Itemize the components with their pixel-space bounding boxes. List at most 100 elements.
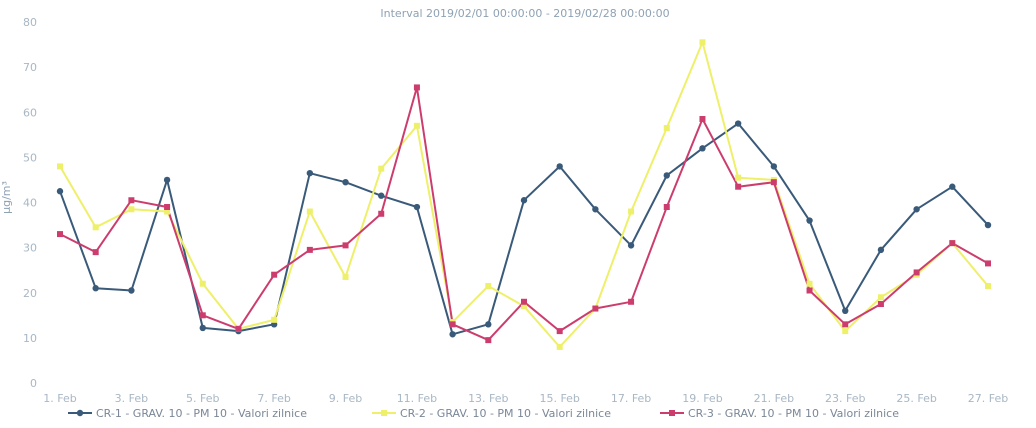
data-point [92,249,99,256]
legend-label: CR-1 - GRAV. 10 - PM 10 - Valori zilnice [96,407,307,420]
data-point [663,125,670,132]
data-point [985,282,991,289]
data-point [521,303,527,310]
data-point [556,163,563,170]
data-point [985,260,991,267]
data-point [449,321,456,328]
legend-label: CR-2 - GRAV. 10 - PM 10 - Valori zilnice [400,407,611,420]
data-point [521,298,527,305]
x-tick-label: 7. Feb [257,392,290,405]
data-point [806,217,813,224]
data-point [949,183,956,190]
y-tick-label: 80 [23,16,37,29]
data-point [699,116,706,123]
data-point [57,231,63,238]
data-point [199,324,206,332]
x-tick-label: 5. Feb [186,392,219,405]
y-axis-ticks: 0 10 20 30 40 50 60 70 80 [23,16,37,390]
series-points [56,39,992,350]
data-point [770,163,778,170]
y-tick-label: 70 [23,61,37,74]
data-point [485,337,492,344]
data-point [57,163,63,170]
data-point [306,246,313,253]
data-point [628,298,635,305]
data-point [128,206,135,213]
data-point [663,172,670,179]
data-point [128,287,135,294]
data-point [128,197,135,204]
data-point [92,285,99,292]
data-point [806,287,813,294]
data-point [164,208,171,215]
x-tick-label: 19. Feb [682,392,722,405]
legend: CR-1 - GRAV. 10 - PM 10 - Valori zilnice… [68,407,899,420]
data-point [913,269,920,276]
y-tick-label: 10 [23,332,37,345]
data-point [842,321,849,328]
legend-marker [381,410,387,416]
data-point [556,328,563,335]
x-tick-label: 1. Feb [43,392,76,405]
data-point [663,204,670,211]
data-point [627,242,635,249]
data-point [92,224,99,231]
data-point [842,307,849,314]
legend-marker [76,409,84,417]
y-tick-label: 50 [23,151,37,164]
data-point [235,325,242,332]
data-point [306,208,313,215]
data-point [378,192,385,199]
data-point [628,208,635,215]
x-tick-label: 15. Feb [539,392,579,405]
x-tick-label: 23. Feb [825,392,865,405]
data-point [592,305,599,312]
data-point [163,176,171,184]
data-point [449,331,456,338]
x-tick-label: 25. Feb [896,392,936,405]
data-point [413,122,420,129]
y-tick-label: 0 [30,377,37,390]
legend-marker [669,410,675,416]
data-point [806,280,813,287]
data-point [734,120,742,127]
legend-item[interactable]: CR-2 - GRAV. 10 - PM 10 - Valori zilnice [372,407,611,420]
y-tick-label: 30 [23,242,37,255]
data-point [485,321,492,328]
data-point [770,179,777,186]
data-point [556,343,563,350]
data-point [877,301,884,308]
data-point [199,280,206,287]
data-point [378,165,385,172]
chart-title: Interval 2019/02/01 00:00:00 - 2019/02/2… [380,7,669,20]
data-point [342,178,349,186]
data-point [164,204,171,211]
x-tick-label: 27. Feb [968,392,1008,405]
data-point [271,271,278,278]
data-point [199,312,206,319]
x-tick-label: 3. Feb [115,392,148,405]
data-point [913,206,920,213]
data-point [306,169,314,177]
y-tick-label: 60 [23,106,37,119]
data-point [699,39,706,46]
data-point [413,203,421,211]
x-tick-label: 9. Feb [329,392,362,405]
legend-item[interactable]: CR-3 - GRAV. 10 - PM 10 - Valori zilnice [660,407,899,420]
data-point [485,282,492,289]
data-point [877,246,885,254]
data-point [271,316,278,323]
data-point [56,188,64,195]
data-point [735,183,742,190]
data-point [842,328,849,335]
legend-item[interactable]: CR-1 - GRAV. 10 - PM 10 - Valori zilnice [68,407,307,420]
x-tick-label: 21. Feb [754,392,794,405]
data-point [520,197,528,204]
data-point [877,294,884,301]
y-tick-label: 20 [23,287,37,300]
y-tick-label: 40 [23,197,37,210]
x-tick-label: 11. Feb [397,392,437,405]
data-point [735,174,742,181]
